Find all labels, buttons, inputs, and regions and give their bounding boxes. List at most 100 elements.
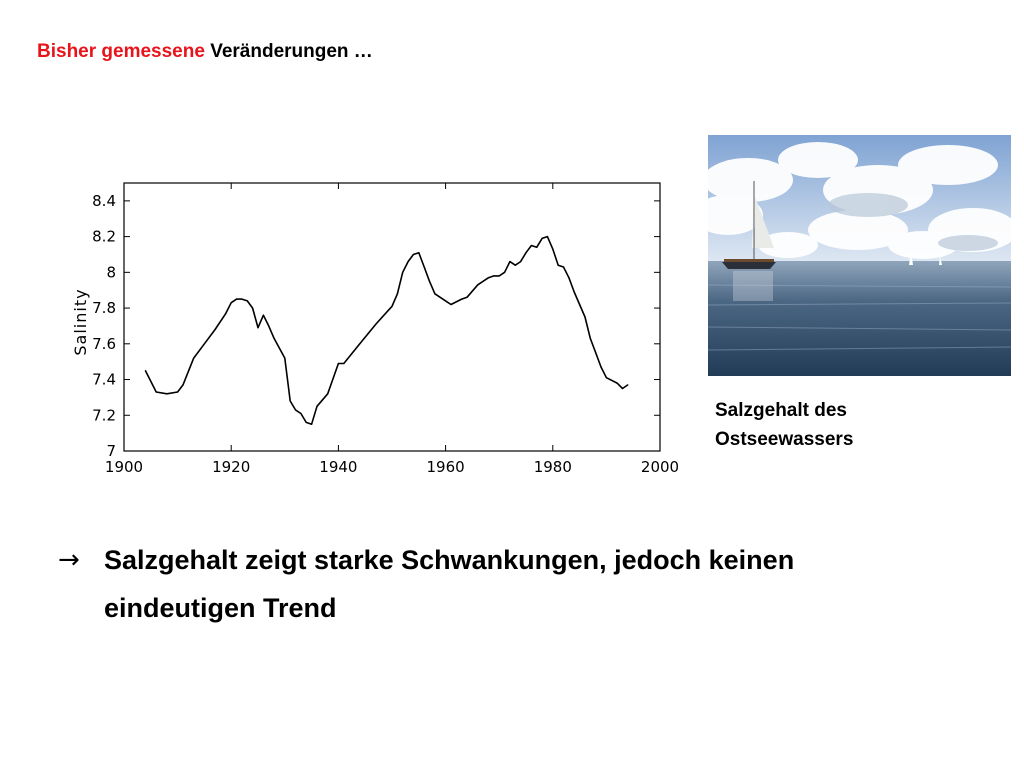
- data-point: [418, 252, 420, 254]
- slide-title-accent: Bisher gemessene: [37, 41, 205, 62]
- data-point: [584, 316, 586, 318]
- data-point: [391, 305, 393, 307]
- data-point: [375, 323, 377, 325]
- data-point: [246, 300, 248, 302]
- data-point: [520, 261, 522, 263]
- data-point: [262, 314, 264, 316]
- data-point: [316, 405, 318, 407]
- data-point: [477, 284, 479, 286]
- photo-caption-line-1: Salzgehalt des: [715, 400, 847, 421]
- data-point: [214, 328, 216, 331]
- data-point: [396, 293, 398, 295]
- salinity-chart-svg: 1900 1920 1940 1960 1980 2000 7 7.2 7.4 7.6 7.8 8 8.…: [71, 182, 679, 476]
- data-point: [337, 362, 339, 365]
- data-point: [327, 393, 329, 395]
- x-tick-label: 2000: [641, 458, 679, 476]
- data-point: [541, 237, 543, 239]
- data-point: [568, 277, 570, 279]
- data-point: [514, 264, 516, 266]
- x-tick-label: 1900: [105, 458, 143, 476]
- y-tick-label: 8.4: [92, 192, 116, 210]
- data-point: [573, 291, 575, 293]
- data-point: [359, 343, 361, 345]
- data-point: [600, 366, 602, 368]
- data-point: [230, 302, 232, 304]
- data-point: [166, 393, 168, 395]
- data-point: [241, 298, 243, 300]
- data-point: [466, 296, 468, 298]
- data-point: [273, 337, 275, 340]
- data-point: [225, 312, 227, 315]
- data-point: [627, 384, 629, 386]
- data-point: [621, 387, 624, 390]
- x-tick-label: 1960: [427, 458, 465, 476]
- data-point: [268, 325, 270, 327]
- data-point: [305, 421, 307, 424]
- conclusion-text: Salzgehalt zeigt starke Schwankungen, je…: [104, 545, 795, 623]
- conclusion: → Salzgehalt zeigt starke Schwankungen, …: [58, 536, 918, 632]
- data-point: [402, 271, 404, 273]
- data-point: [530, 244, 532, 247]
- data-point: [557, 264, 559, 266]
- data-point: [493, 275, 495, 277]
- data-point: [177, 391, 179, 393]
- data-point: [235, 298, 238, 300]
- y-tick-label: 7.6: [92, 335, 116, 353]
- y-tick-label: 7.2: [92, 406, 116, 424]
- data-point: [300, 412, 302, 415]
- data-point: [294, 409, 297, 411]
- photo-caption: Salzgehalt des Ostseewassers: [715, 396, 853, 454]
- salinity-series-line: [144, 235, 629, 425]
- data-point: [536, 246, 538, 248]
- data-point: [423, 266, 425, 268]
- data-point: [155, 391, 157, 393]
- data-point: [450, 303, 452, 306]
- data-point: [616, 382, 618, 384]
- plot-frame: [123, 182, 661, 452]
- data-point: [343, 362, 345, 365]
- arrow-right-icon: →: [58, 545, 80, 575]
- data-point: [503, 271, 506, 273]
- data-point: [487, 277, 490, 279]
- data-point: [434, 293, 436, 295]
- data-point: [498, 275, 500, 277]
- y-tick-label: 7.4: [92, 371, 116, 389]
- sailboat-sea-photo: [708, 135, 1011, 376]
- data-point: [144, 370, 147, 372]
- data-point: [589, 337, 591, 340]
- x-tick-label: 1980: [534, 458, 572, 476]
- x-tick-label: 1940: [319, 458, 357, 476]
- data-point: [289, 400, 291, 402]
- salinity-chart: 1900 1920 1940 1960 1980 2000 7 7.2 7.4 7.6 7.8 8 8.…: [66, 178, 686, 483]
- data-point: [257, 327, 259, 329]
- y-tick-label: 8.2: [92, 228, 116, 246]
- sailboat-photo-icon: [708, 135, 1011, 376]
- data-point: [252, 307, 254, 309]
- data-point: [445, 300, 447, 302]
- data-point: [605, 377, 608, 379]
- data-point: [595, 352, 597, 354]
- x-tick-label: 1920: [212, 458, 250, 476]
- slide-title: Bisher gemessene Veränderungen …: [37, 41, 373, 63]
- data-point: [311, 423, 313, 425]
- photo-caption-line-2: Ostseewassers: [715, 429, 854, 450]
- data-point: [428, 280, 431, 282]
- y-tick-label: 7: [106, 442, 116, 460]
- data-point: [461, 298, 463, 300]
- y-axis-label: Salinity: [71, 288, 90, 355]
- data-point: [203, 343, 205, 345]
- data-point: [193, 357, 195, 359]
- data-point: [509, 261, 511, 263]
- data-point: [546, 236, 549, 238]
- slide-title-rest: Veränderungen …: [204, 41, 373, 62]
- data-point: [182, 384, 184, 386]
- data-point: [562, 266, 565, 268]
- data-point: [407, 261, 409, 263]
- y-tick-label: 7.8: [92, 299, 116, 317]
- data-point: [412, 253, 415, 256]
- data-point: [525, 252, 527, 254]
- data-point: [552, 248, 554, 250]
- data-point: [284, 357, 286, 359]
- y-tick-label: 8: [106, 263, 116, 281]
